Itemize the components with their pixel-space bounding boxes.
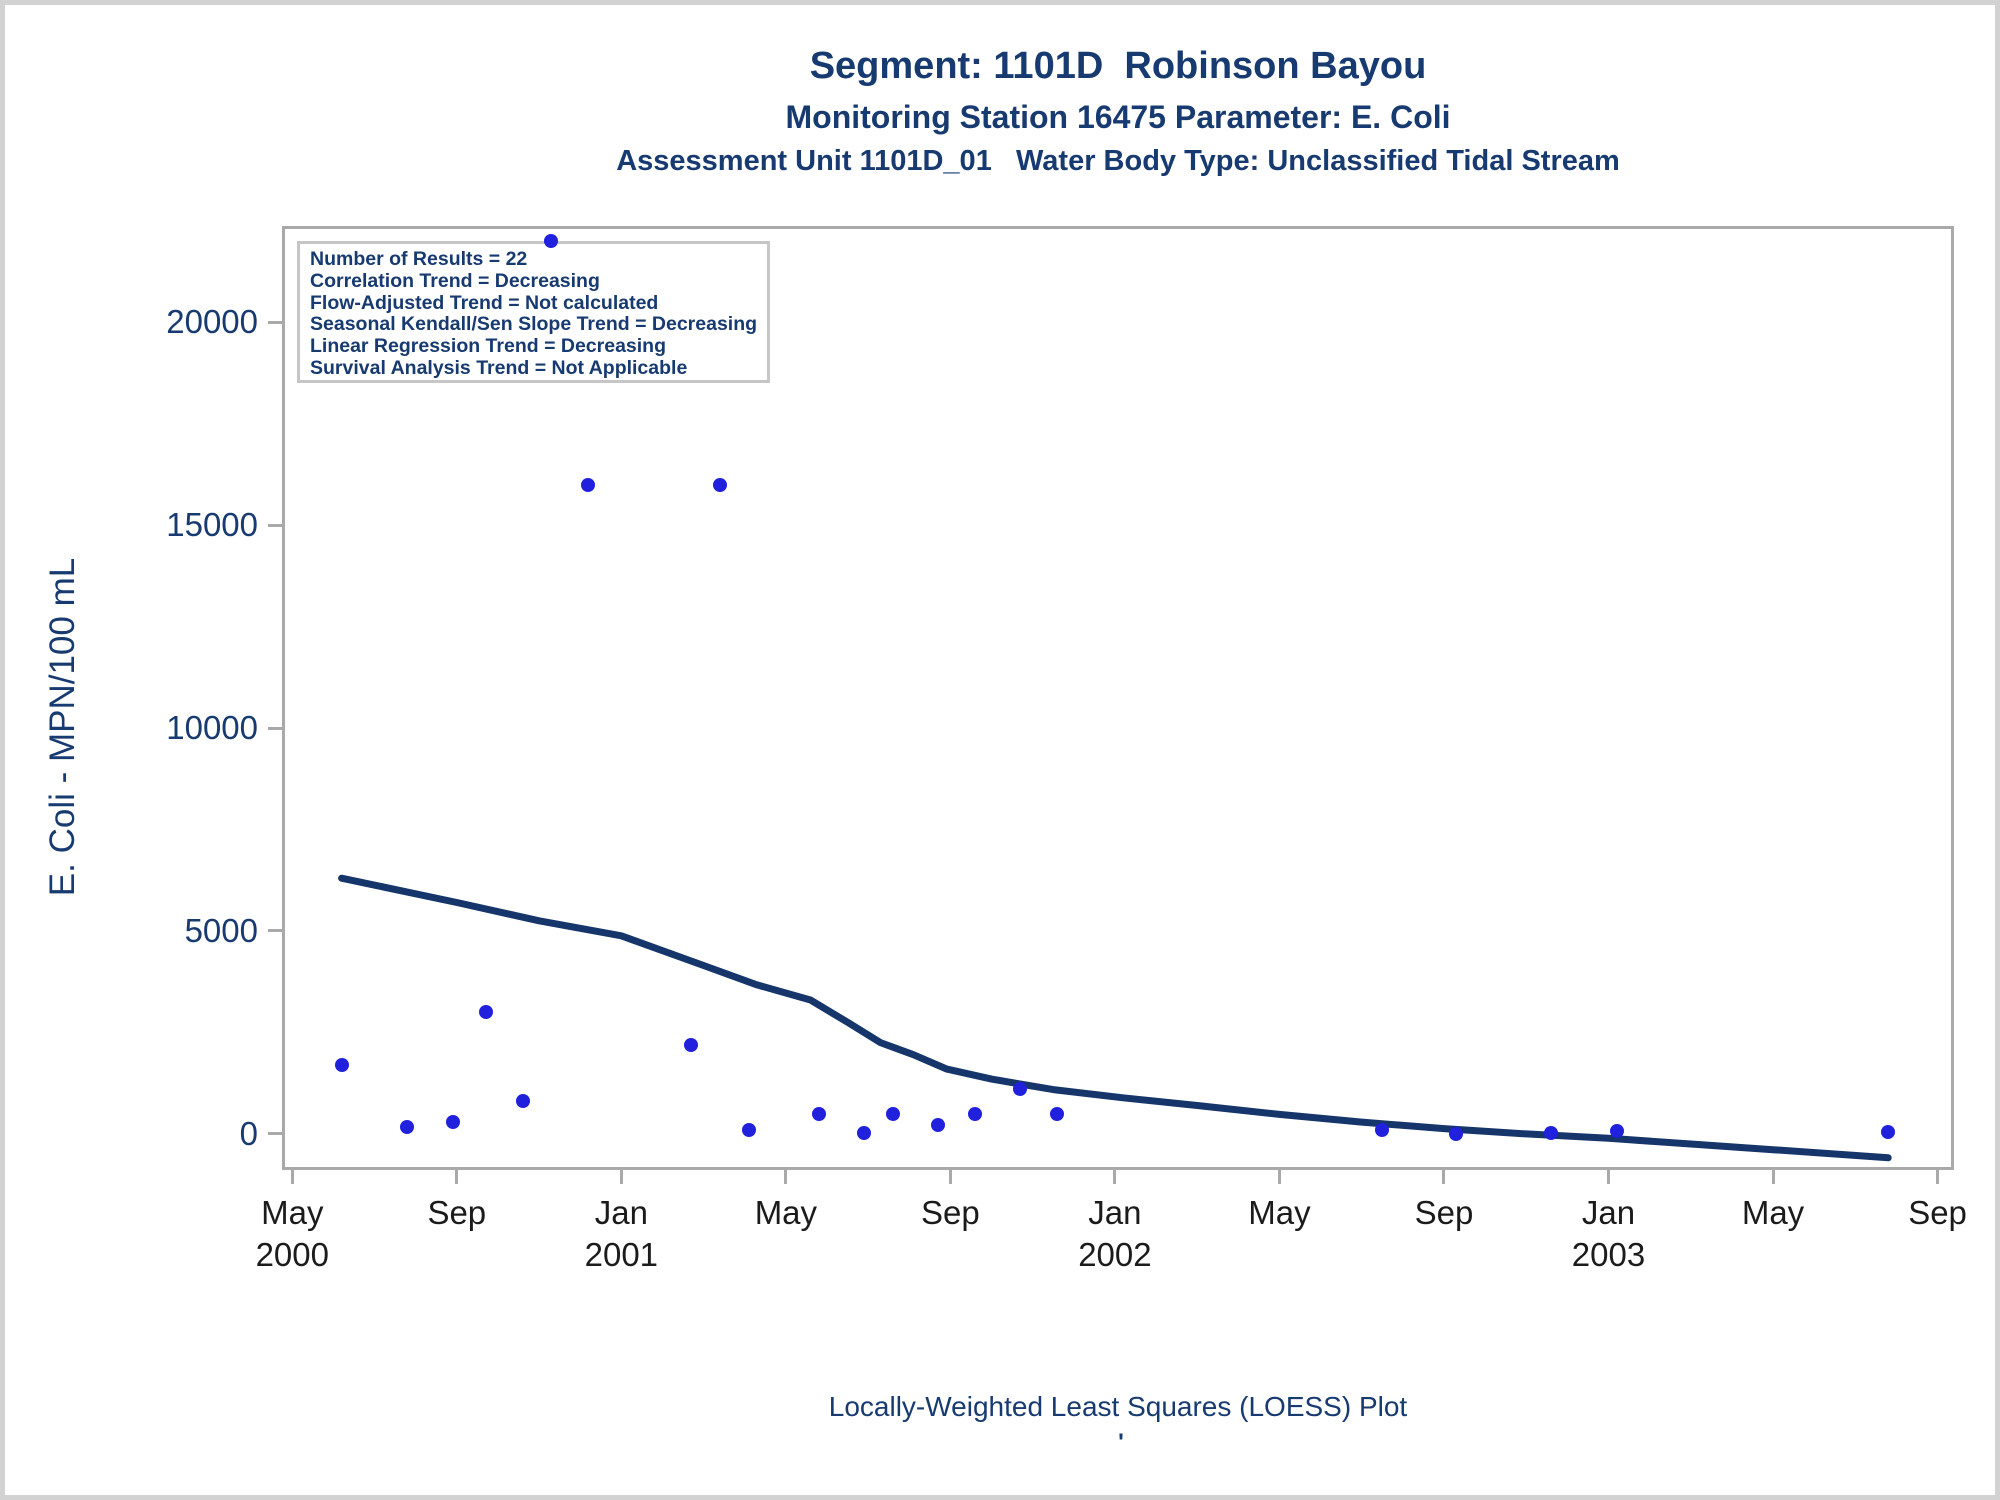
data-point bbox=[931, 1117, 946, 1132]
stat-number-of-results: Number of Results = 22 bbox=[310, 248, 528, 270]
y-axis-tick bbox=[268, 523, 282, 527]
x-axis-tick bbox=[619, 1170, 623, 1184]
data-point bbox=[684, 1037, 699, 1052]
x-axis-tick bbox=[1606, 1170, 1610, 1184]
x-axis-tick bbox=[1277, 1170, 1281, 1184]
data-point bbox=[1375, 1122, 1390, 1137]
data-point bbox=[741, 1122, 756, 1137]
x-axis-tick-label: Sep bbox=[1414, 1194, 1474, 1231]
data-point bbox=[968, 1106, 983, 1121]
stat-linear-regression-trend: Linear Regression Trend = Decreasing bbox=[310, 335, 667, 358]
trend-summary-box: Number of Results = 22 Correlation Trend… bbox=[297, 241, 770, 383]
data-point bbox=[713, 477, 728, 492]
data-point bbox=[885, 1106, 900, 1121]
stat-flow-adjusted-trend: Flow-Adjusted Trend = Not calculated bbox=[310, 291, 659, 314]
y-axis-tick bbox=[268, 929, 282, 933]
x-axis-tick bbox=[948, 1170, 952, 1184]
x-axis-tick-label: Sep bbox=[427, 1194, 487, 1231]
data-point bbox=[1449, 1126, 1464, 1141]
x-axis-tick-label: May bbox=[1741, 1194, 1805, 1231]
stat-seasonal-kendall-trend: Seasonal Kendall/Sen Slope Trend = Decre… bbox=[310, 313, 758, 336]
x-axis-tick-label: May bbox=[754, 1194, 818, 1231]
x-axis-tick-label: Sep bbox=[1908, 1194, 1967, 1231]
footnote-mark: ' bbox=[1118, 1429, 1124, 1456]
y-axis-tick bbox=[268, 320, 282, 324]
data-point bbox=[1543, 1125, 1558, 1140]
x-axis-tick bbox=[784, 1170, 788, 1184]
page-title: Segment: 1101D Robinson Bayou bbox=[809, 45, 1427, 87]
title-block: Segment: 1101D Robinson Bayou Monitoring… bbox=[282, 43, 1954, 179]
data-point bbox=[581, 477, 596, 492]
data-point bbox=[400, 1119, 415, 1134]
data-point bbox=[515, 1094, 530, 1109]
x-axis-tick-label: Jan 2001 bbox=[584, 1194, 659, 1273]
x-axis-tick-label: Jan 2003 bbox=[1571, 1194, 1646, 1273]
y-axis-tick-label: 5000 bbox=[184, 911, 258, 949]
data-point bbox=[1013, 1082, 1028, 1097]
x-axis-tick-label: Jan 2002 bbox=[1078, 1194, 1152, 1273]
data-point bbox=[544, 234, 559, 249]
data-point bbox=[857, 1125, 871, 1140]
y-axis-tick bbox=[268, 726, 282, 730]
stat-survival-analysis-trend: Survival Analysis Trend = Not Applicable bbox=[310, 356, 688, 379]
footer-caption: Locally-Weighted Least Squares (LOESS) P… bbox=[828, 1391, 1408, 1422]
y-axis-tick-label: 15000 bbox=[166, 506, 258, 544]
data-point bbox=[334, 1057, 349, 1072]
data-point bbox=[445, 1114, 460, 1129]
data-point bbox=[811, 1106, 826, 1121]
x-axis-tick bbox=[1442, 1170, 1446, 1184]
page-subtitle-2: Assessment Unit 1101D_01 Water Body Type… bbox=[616, 145, 1620, 177]
x-axis-tick bbox=[1113, 1170, 1117, 1184]
data-point bbox=[1609, 1124, 1624, 1139]
y-axis-tick-label: 20000 bbox=[166, 303, 258, 341]
y-axis-tick-label: 10000 bbox=[166, 709, 258, 747]
x-axis-tick bbox=[1771, 1170, 1775, 1184]
x-axis-tick-label: Sep bbox=[921, 1194, 980, 1231]
x-axis-tick-label: May bbox=[1248, 1194, 1311, 1231]
x-axis-tick-label: May 2000 bbox=[255, 1194, 329, 1273]
stat-correlation-trend: Correlation Trend = Decreasing bbox=[310, 269, 600, 292]
y-axis-tick-label: 0 bbox=[239, 1114, 258, 1152]
x-axis-tick bbox=[1936, 1170, 1940, 1184]
data-point bbox=[1881, 1124, 1896, 1139]
page-subtitle: Monitoring Station 16475 Parameter: E. C… bbox=[785, 99, 1451, 135]
x-axis-tick bbox=[290, 1170, 294, 1184]
data-point bbox=[1050, 1106, 1065, 1121]
y-axis-tick bbox=[268, 1132, 282, 1136]
data-point bbox=[478, 1005, 493, 1020]
x-axis-tick bbox=[455, 1170, 459, 1184]
